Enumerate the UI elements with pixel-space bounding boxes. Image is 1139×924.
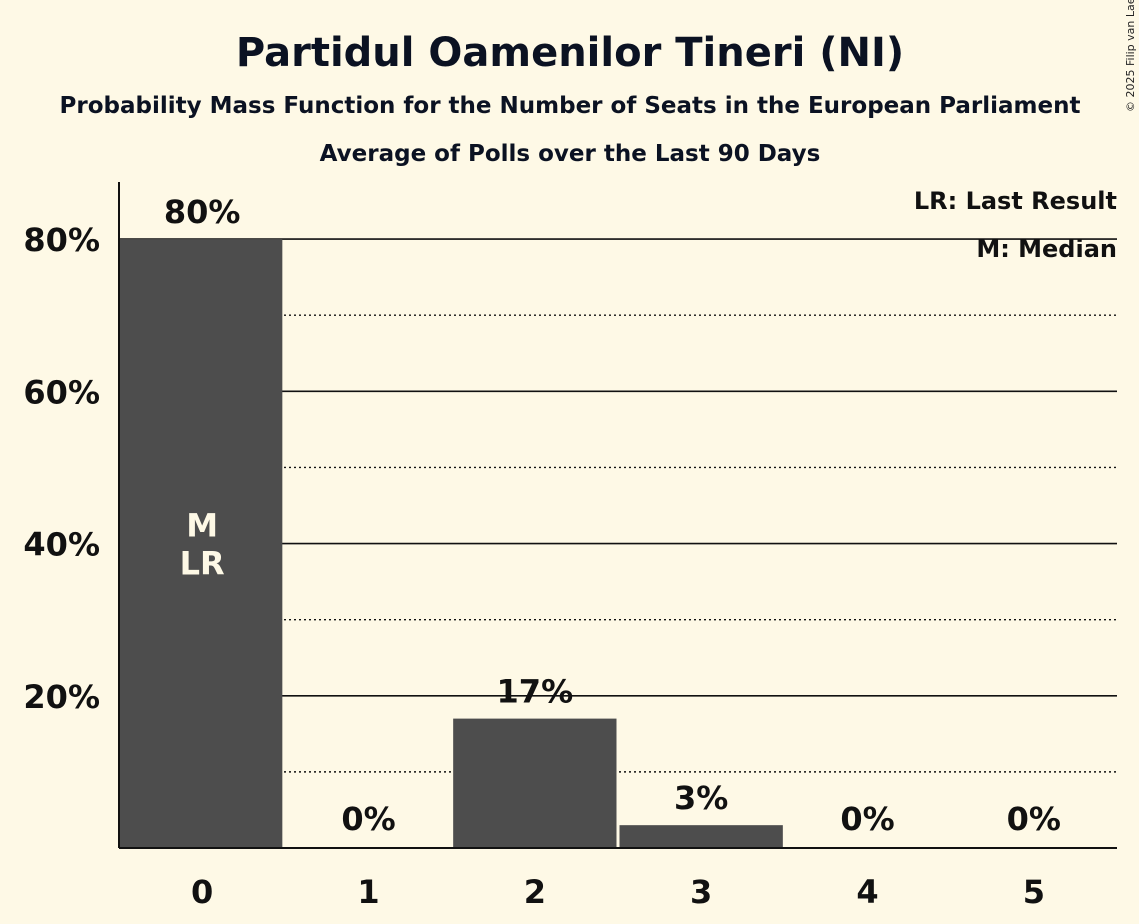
x-tick-labels: 0 1 2 3 4 5 — [191, 873, 1045, 911]
legend-median: M: Median — [976, 235, 1117, 263]
y-tick-label-1: 40% — [23, 526, 100, 564]
bar-0 — [119, 239, 283, 849]
bar-value-label-2: 17% — [497, 673, 574, 711]
bar-value-label-3: 3% — [674, 779, 728, 817]
x-tick-label-4: 4 — [856, 873, 878, 911]
bar-inner-label-m: M — [186, 507, 218, 545]
x-tick-label-5: 5 — [1023, 873, 1045, 911]
copyright-text: © 2025 Filip van Laenen — [1124, 0, 1137, 112]
gridlines — [119, 238, 1117, 773]
x-tick-label-2: 2 — [524, 873, 546, 911]
y-tick-label-3: 80% — [23, 221, 100, 259]
axes — [118, 182, 1117, 849]
bar-value-label-1: 0% — [341, 800, 395, 838]
y-tick-label-2: 60% — [23, 373, 100, 411]
bar-inner-label-lr: LR — [180, 545, 225, 583]
y-tick-labels: 20% 40% 60% 80% — [23, 221, 100, 716]
bar-3 — [619, 825, 783, 848]
bar-value-labels: 80% 0% 17% 3% 0% 0% — [164, 193, 1061, 838]
bar-value-label-4: 0% — [840, 800, 894, 838]
legend-last-result: LR: Last Result — [914, 187, 1117, 215]
y-tick-label-0: 20% — [23, 678, 100, 716]
chart-title: Partidul Oamenilor Tineri (NI) — [236, 30, 904, 76]
chart-subtitle-2: Average of Polls over the Last 90 Days — [320, 141, 821, 167]
bars — [119, 239, 783, 849]
chart-subtitle: Probability Mass Function for the Number… — [60, 93, 1081, 119]
x-tick-label-0: 0 — [191, 873, 213, 911]
bar-value-label-0: 80% — [164, 193, 241, 231]
bar-2 — [453, 718, 617, 848]
x-tick-label-3: 3 — [690, 873, 712, 911]
bar-inner-labels: MLR — [180, 507, 225, 583]
x-tick-label-1: 1 — [357, 873, 379, 911]
bar-value-label-5: 0% — [1007, 800, 1061, 838]
